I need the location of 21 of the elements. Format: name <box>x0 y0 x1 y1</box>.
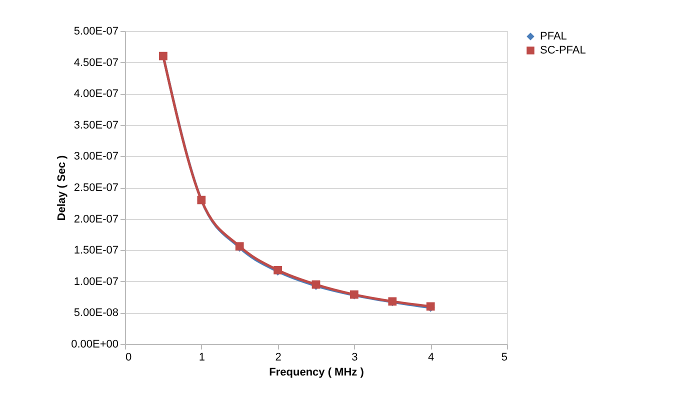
x-tick-label: 2 <box>275 352 282 364</box>
x-tick-label: 1 <box>198 352 205 364</box>
y-tick-label: 4.00E-07 <box>74 88 118 100</box>
y-tick-label: 3.00E-07 <box>74 150 118 163</box>
y-tick-label: 5.00E-07 <box>74 26 118 38</box>
y-tick-label: 4.50E-07 <box>74 56 118 69</box>
y-tick-label: 1.00E-07 <box>74 276 118 288</box>
y-tick-label: 1.50E-07 <box>74 244 118 257</box>
x-tick-label: 4 <box>428 352 434 364</box>
legend-label: SC-PFAL <box>540 44 586 56</box>
y-tick-label: 2.50E-07 <box>74 182 118 194</box>
legend-label: PFAL <box>540 30 567 42</box>
x-tick-label: 0 <box>126 352 132 364</box>
y-tick-label: 2.00E-07 <box>74 213 118 226</box>
y-axis-title: Delay ( Sec ) <box>56 154 68 221</box>
y-tick-label: 5.00E-08 <box>74 307 118 320</box>
x-axis-title: Frequency ( MHz ) <box>269 366 364 378</box>
x-tick-label: 5 <box>501 352 508 364</box>
y-tick-label: 3.50E-07 <box>74 119 118 132</box>
x-tick-label: 3 <box>352 352 358 364</box>
y-tick-label: 0.00E+00 <box>71 338 118 350</box>
